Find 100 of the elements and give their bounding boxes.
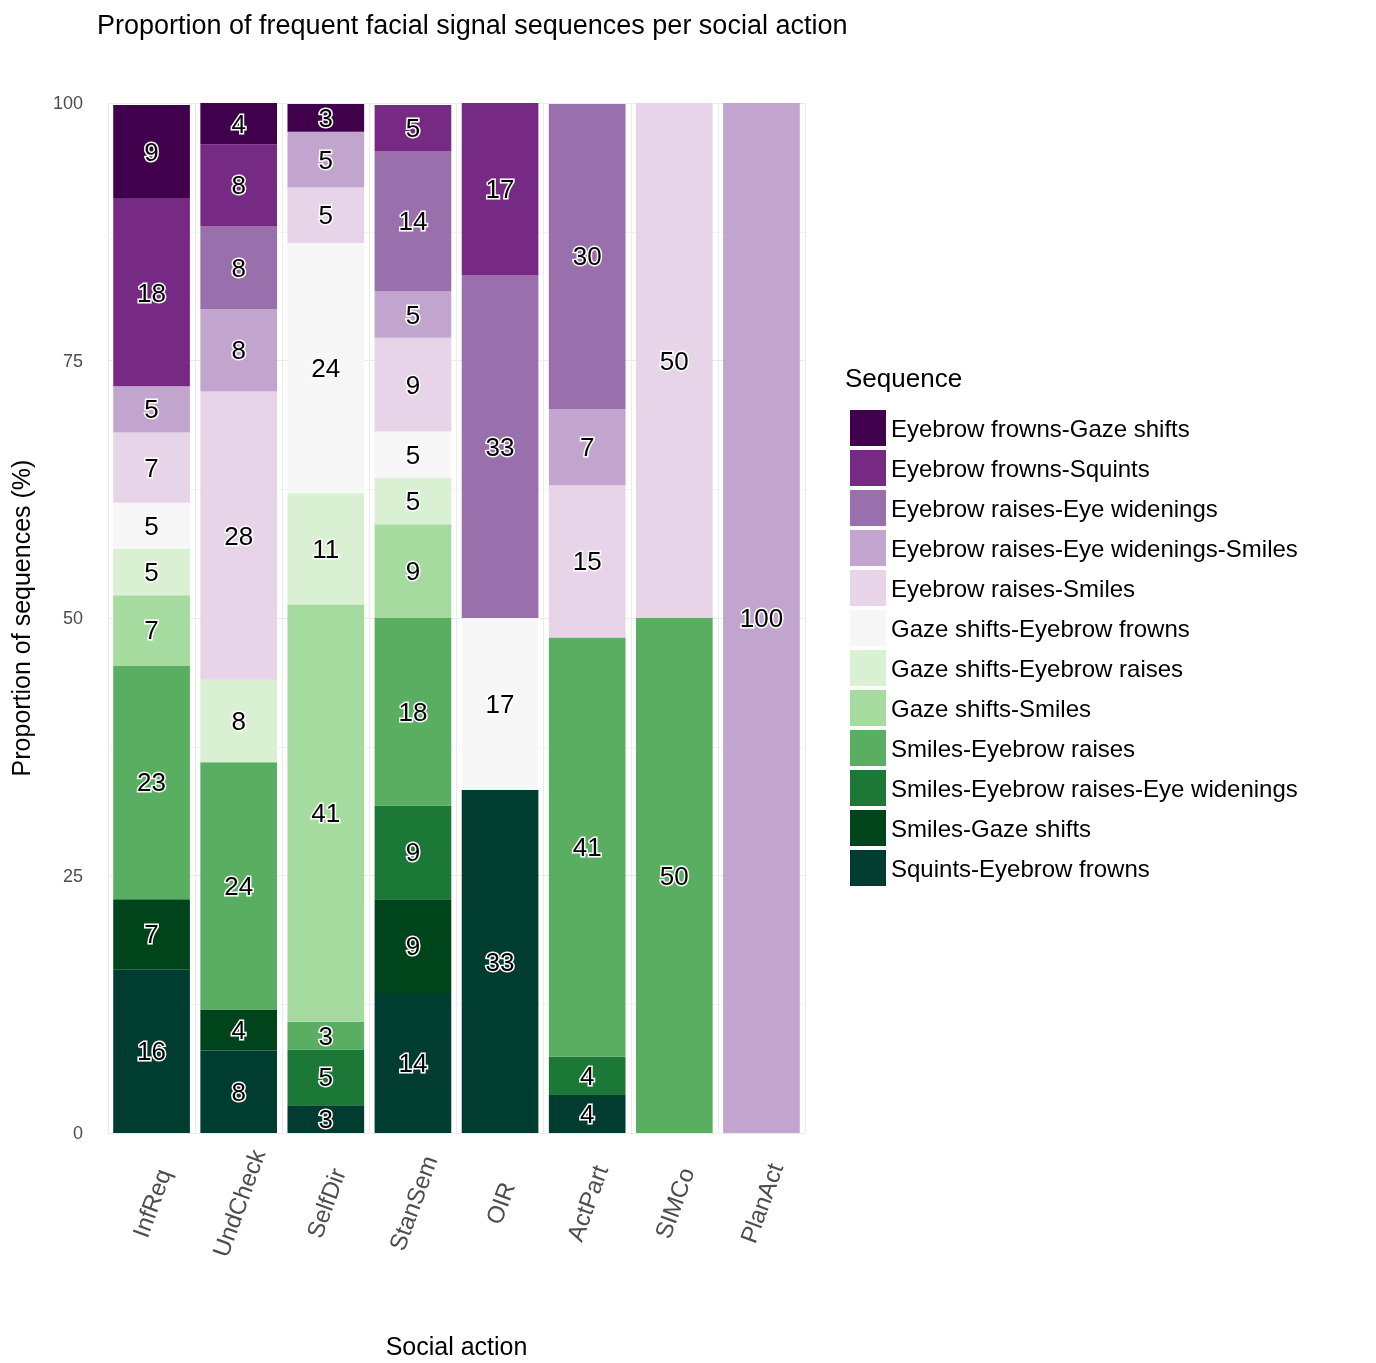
data-label: 23 xyxy=(137,767,167,798)
data-label: 9 xyxy=(405,837,421,868)
data-label: 3 xyxy=(318,1104,334,1135)
data-label: 7 xyxy=(144,919,159,950)
bar xyxy=(113,665,190,900)
data-label: 15 xyxy=(572,546,602,577)
bar xyxy=(635,618,713,1133)
data-label: 4 xyxy=(579,1098,595,1129)
data-label: 8 xyxy=(231,706,246,736)
data-label: 9 xyxy=(405,369,421,400)
bar xyxy=(548,104,626,409)
data-label: 7 xyxy=(579,432,595,463)
legend-label: Eyebrow raises-Eye widenings-Smiles xyxy=(891,534,1298,562)
legend-label: Gaze shifts-Smiles xyxy=(891,694,1092,722)
bar xyxy=(113,105,190,199)
data-label: 7 xyxy=(144,452,159,483)
bar xyxy=(113,198,190,387)
y-tick-label: 75 xyxy=(62,350,83,371)
x-tick-label: SIMCo xyxy=(649,1163,700,1243)
bar xyxy=(287,187,365,244)
data-label: 5 xyxy=(144,510,159,541)
legend-label: Squints-Eyebrow frowns xyxy=(891,854,1150,882)
bar xyxy=(548,1094,626,1133)
bar xyxy=(548,485,626,638)
legend-label: Eyebrow frowns-Squints xyxy=(891,454,1150,482)
bar xyxy=(635,103,713,618)
data-label: 33 xyxy=(485,946,515,977)
data-label: 41 xyxy=(572,832,602,863)
bar xyxy=(374,291,452,338)
legend-label: Smiles-Gaze shifts xyxy=(891,814,1092,842)
data-label: 18 xyxy=(398,696,428,727)
bar xyxy=(287,1049,365,1106)
bar xyxy=(287,131,365,188)
data-label: 4 xyxy=(579,1060,595,1091)
data-label: 28 xyxy=(224,520,254,551)
data-label: 5 xyxy=(144,394,159,425)
bar xyxy=(374,992,452,1133)
bar xyxy=(200,391,278,680)
data-label: 14 xyxy=(398,206,428,237)
data-label: 8 xyxy=(231,335,246,366)
data-label: 4 xyxy=(231,1015,246,1045)
bar xyxy=(200,679,278,763)
bar xyxy=(200,144,278,227)
data-label: 3 xyxy=(318,102,334,133)
chart-title: Proportion of frequent facial signal sequences per social action xyxy=(97,9,848,40)
data-label: 24 xyxy=(224,870,254,901)
data-label: 5 xyxy=(405,439,421,470)
bar xyxy=(200,309,278,392)
bar xyxy=(461,103,539,276)
data-label: 9 xyxy=(144,136,159,167)
data-label: 100 xyxy=(739,603,784,633)
legend-label: Eyebrow raises-Eye widenings xyxy=(891,494,1218,522)
bar xyxy=(374,805,452,900)
bar xyxy=(200,103,278,145)
data-label: 41 xyxy=(311,798,341,829)
data-label: 5 xyxy=(318,200,334,231)
legend-label: Smiles-Eyebrow raises-Eye widenings xyxy=(891,774,1298,802)
data-label: 3 xyxy=(318,1020,334,1051)
data-label: 5 xyxy=(405,113,421,144)
bar xyxy=(113,899,190,970)
data-label: 33 xyxy=(485,431,515,462)
bar xyxy=(548,1056,626,1095)
x-axis-title: Social action xyxy=(385,1331,528,1360)
bar xyxy=(200,226,278,309)
data-label: 5 xyxy=(405,486,421,517)
legend-title: Sequence xyxy=(845,363,963,393)
bar xyxy=(113,969,190,1133)
y-tick-label: 50 xyxy=(62,608,83,628)
data-label: 8 xyxy=(231,1076,246,1107)
y-tick-label: 0 xyxy=(72,1123,83,1143)
data-label: 11 xyxy=(312,533,340,564)
y-tick-label: 100 xyxy=(52,93,83,113)
data-label: 17 xyxy=(485,689,515,720)
legend-label: Smiles-Eyebrow raises xyxy=(891,734,1136,762)
data-label: 8 xyxy=(231,252,246,283)
x-tick-label: SelfDir xyxy=(300,1164,351,1242)
bar xyxy=(723,103,800,1133)
bar xyxy=(374,899,452,993)
legend-label: Eyebrow frowns-Gaze shifts xyxy=(891,414,1190,442)
data-label: 17 xyxy=(485,174,515,205)
bar xyxy=(287,604,365,1022)
bar xyxy=(200,1009,278,1051)
y-tick-label: 25 xyxy=(62,865,83,886)
legend-label: Eyebrow raises-Smiles xyxy=(891,574,1136,602)
bar xyxy=(374,151,452,292)
y-axis-title: Proportion of sequences (%) xyxy=(6,459,35,777)
data-label: 7 xyxy=(144,615,159,646)
bar xyxy=(113,386,190,433)
bar xyxy=(200,1050,278,1133)
data-label: 16 xyxy=(137,1036,167,1067)
bar xyxy=(200,762,278,1010)
bar xyxy=(374,524,452,618)
data-label: 24 xyxy=(311,353,341,384)
legend-label: Gaze shifts-Eyebrow frowns xyxy=(891,614,1190,642)
bar xyxy=(113,595,190,666)
data-label: 9 xyxy=(405,556,421,587)
x-tick-label: OIR xyxy=(480,1178,521,1228)
data-label: 5 xyxy=(144,557,159,588)
data-label: 30 xyxy=(572,241,602,272)
legend-label: Gaze shifts-Eyebrow raises xyxy=(891,654,1184,682)
